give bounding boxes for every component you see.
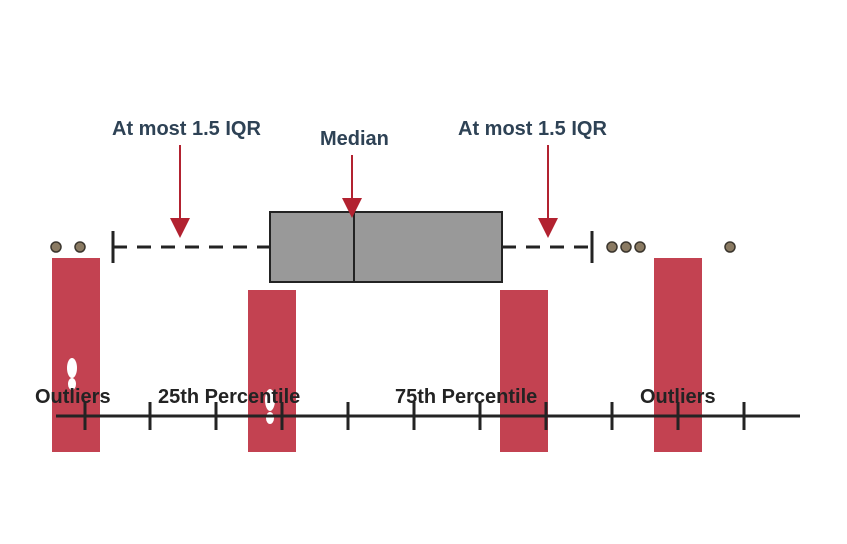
label-right-whisker: At most 1.5 IQR — [458, 118, 607, 141]
white-blob — [266, 412, 274, 424]
outlier-point — [51, 242, 61, 252]
label-left-whisker: At most 1.5 IQR — [112, 118, 261, 141]
white-blob — [67, 358, 77, 378]
outlier-point — [75, 242, 85, 252]
label-q3: 75th Percentile — [395, 386, 537, 409]
outlier-point — [621, 242, 631, 252]
iqr-box — [270, 212, 502, 282]
outlier-point — [635, 242, 645, 252]
outlier-point — [607, 242, 617, 252]
boxplot-diagram — [0, 0, 847, 544]
label-q1: 25th Percentile — [158, 386, 300, 409]
label-median: Median — [320, 128, 389, 151]
outlier-point — [725, 242, 735, 252]
label-outliers-right: Outliers — [640, 386, 716, 409]
label-outliers-left: Outliers — [35, 386, 111, 409]
